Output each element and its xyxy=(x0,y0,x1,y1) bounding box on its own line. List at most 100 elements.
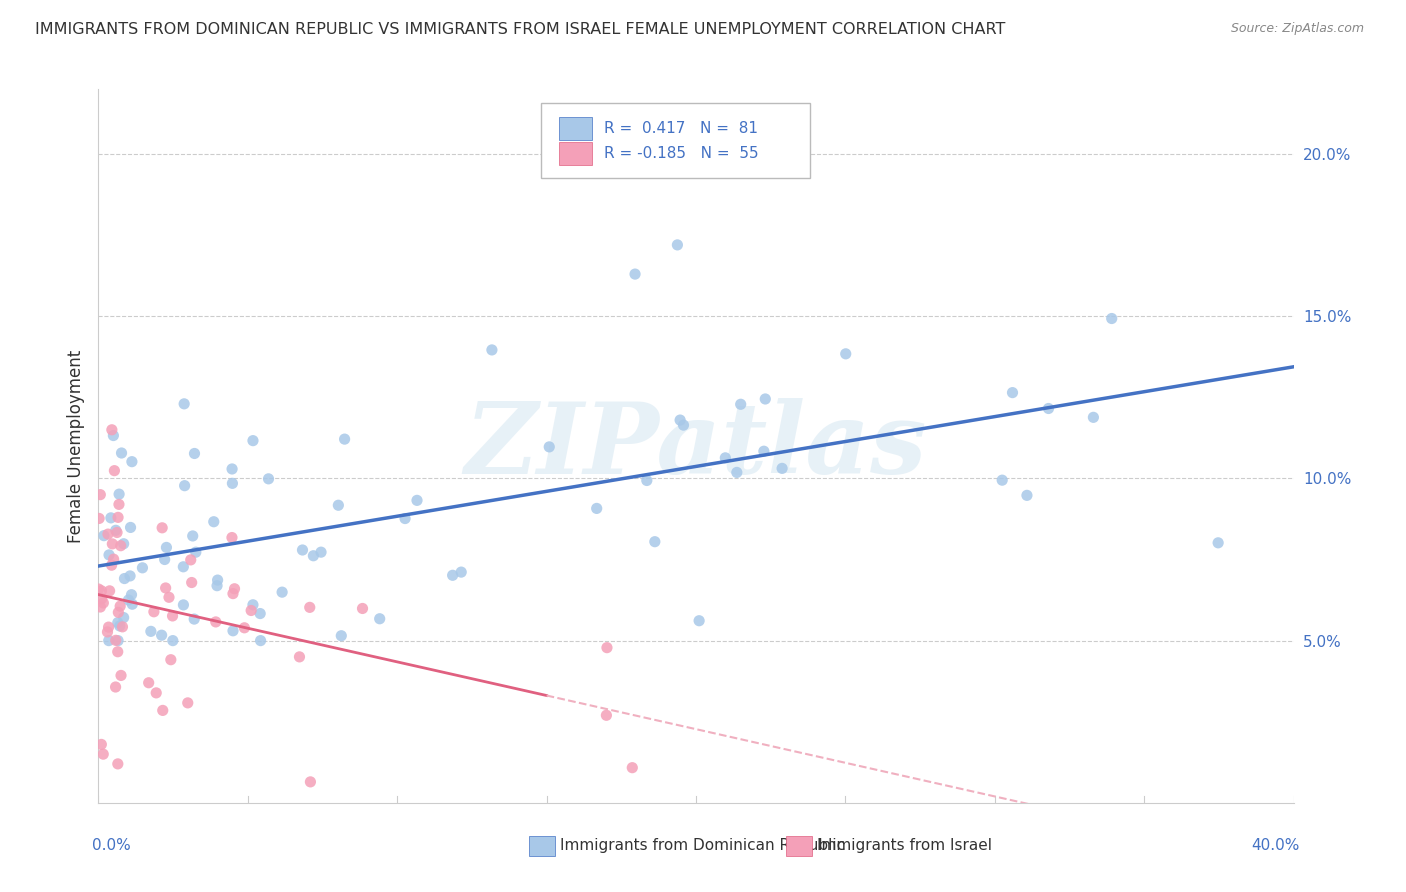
Point xyxy=(754,392,776,406)
Point xyxy=(666,238,689,252)
Text: IMMIGRANTS FROM DOMINICAN REPUBLIC VS IMMIGRANTS FROM ISRAEL FEMALE UNEMPLOYMENT: IMMIGRANTS FROM DOMINICAN REPUBLIC VS IM… xyxy=(35,22,1005,37)
Y-axis label: Female Unemployment: Female Unemployment xyxy=(66,350,84,542)
Point xyxy=(596,640,619,655)
Point xyxy=(104,633,127,648)
FancyBboxPatch shape xyxy=(786,836,811,855)
Point xyxy=(1206,536,1229,550)
Point xyxy=(172,598,194,612)
Point xyxy=(233,621,256,635)
Point xyxy=(90,738,112,752)
Point xyxy=(101,537,124,551)
Point xyxy=(714,450,737,465)
Point xyxy=(1001,385,1024,400)
Point xyxy=(120,520,142,534)
Point xyxy=(538,440,561,454)
Point xyxy=(770,461,793,475)
Point xyxy=(585,501,607,516)
Point xyxy=(91,747,114,761)
Point xyxy=(180,553,202,567)
Point xyxy=(97,527,120,541)
Point xyxy=(595,708,617,723)
Point xyxy=(150,521,173,535)
Point xyxy=(184,545,207,559)
Point xyxy=(177,696,200,710)
Point xyxy=(110,446,132,460)
Point xyxy=(242,598,264,612)
Point xyxy=(309,545,332,559)
Point xyxy=(242,434,264,448)
Point xyxy=(725,466,748,480)
Point xyxy=(202,515,225,529)
Point xyxy=(107,633,129,648)
Point xyxy=(624,267,647,281)
Point xyxy=(110,539,132,553)
Point xyxy=(121,455,143,469)
FancyBboxPatch shape xyxy=(529,836,555,855)
Point xyxy=(669,413,692,427)
Point xyxy=(93,596,115,610)
Point xyxy=(108,619,131,633)
Point xyxy=(835,347,858,361)
FancyBboxPatch shape xyxy=(541,103,810,178)
Point xyxy=(104,524,127,538)
Point xyxy=(330,629,353,643)
Point xyxy=(98,583,121,598)
Point xyxy=(107,606,129,620)
Point xyxy=(155,581,177,595)
Point xyxy=(153,552,176,566)
Point xyxy=(181,529,204,543)
Point xyxy=(117,593,139,607)
Point xyxy=(101,423,124,437)
Point xyxy=(271,585,294,599)
Point xyxy=(257,472,280,486)
Point xyxy=(107,756,129,771)
Point xyxy=(224,582,246,596)
Point xyxy=(108,599,131,614)
Point xyxy=(222,624,245,638)
Point xyxy=(1101,311,1123,326)
Point xyxy=(672,418,695,433)
Text: 40.0%: 40.0% xyxy=(1251,838,1299,854)
Text: Source: ZipAtlas.com: Source: ZipAtlas.com xyxy=(1230,22,1364,36)
Point xyxy=(131,561,153,575)
Point xyxy=(644,534,666,549)
Point xyxy=(98,548,121,562)
Point xyxy=(97,620,120,634)
Point xyxy=(183,446,205,460)
Point xyxy=(299,775,322,789)
Point xyxy=(1083,410,1105,425)
Point xyxy=(368,612,391,626)
Point xyxy=(441,568,464,582)
Point xyxy=(100,558,122,573)
Point xyxy=(157,591,180,605)
Point xyxy=(105,525,128,540)
Point xyxy=(93,529,115,543)
Point xyxy=(110,668,132,682)
Point xyxy=(104,680,127,694)
Point xyxy=(288,649,311,664)
Point xyxy=(450,565,472,579)
Text: R =  0.417   N =  81: R = 0.417 N = 81 xyxy=(605,121,758,136)
Point xyxy=(688,614,710,628)
Point xyxy=(97,633,120,648)
Point xyxy=(180,575,202,590)
FancyBboxPatch shape xyxy=(558,117,592,140)
Point xyxy=(121,597,143,611)
Point xyxy=(87,582,110,596)
Point xyxy=(89,488,111,502)
Text: Immigrants from Israel: Immigrants from Israel xyxy=(817,838,991,853)
Point xyxy=(112,537,135,551)
Point xyxy=(207,573,229,587)
Point xyxy=(138,675,160,690)
Point xyxy=(1038,401,1060,416)
Point xyxy=(333,432,356,446)
Point xyxy=(173,397,195,411)
Point xyxy=(150,628,173,642)
Point xyxy=(107,615,129,630)
Point xyxy=(155,541,177,555)
Point xyxy=(111,620,134,634)
Point xyxy=(118,569,141,583)
Point xyxy=(89,600,111,615)
Point xyxy=(298,600,321,615)
Point xyxy=(108,487,131,501)
